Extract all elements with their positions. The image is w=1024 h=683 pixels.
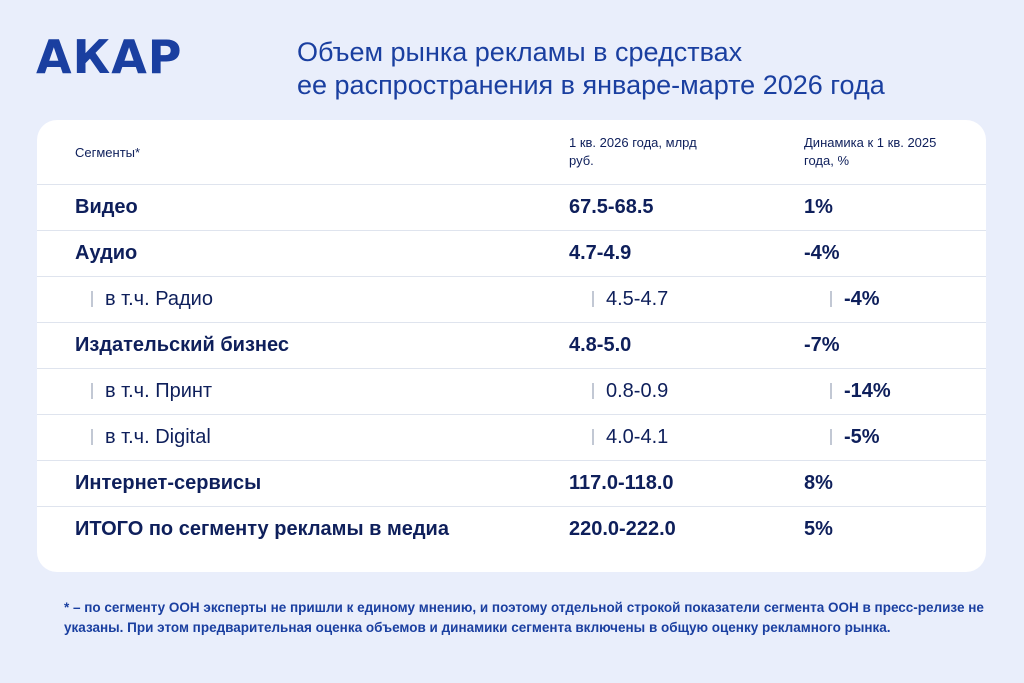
title-line-1: Объем рынка рекламы в средствах	[297, 37, 743, 67]
table-row-publishing: Издательский бизнес 4.8-5.0 -7%	[37, 323, 986, 369]
row-segment-label: в т.ч. Digital	[105, 426, 211, 448]
row-dynamics: 5%	[804, 518, 833, 540]
row-dynamics: -4%	[830, 277, 880, 322]
row-value-label: 0.8-0.9	[606, 380, 669, 402]
row-dynamics-label: -5%	[844, 426, 880, 448]
row-segment: в т.ч. Радио	[91, 277, 213, 322]
row-value: 0.8-0.9	[592, 369, 668, 414]
table-header: Сегменты* 1 кв. 2026 года, млрд руб. Дин…	[37, 120, 986, 185]
indent-bar	[91, 428, 93, 445]
row-dynamics: -4%	[804, 242, 840, 264]
akar-logo: АКАР	[36, 30, 183, 84]
header-value: 1 кв. 2026 года, млрд руб.	[569, 135, 697, 168]
table-row-print: в т.ч. Принт 0.8-0.9 -14%	[37, 369, 986, 415]
row-segment: в т.ч. Принт	[91, 369, 212, 414]
row-dynamics-label: -4%	[844, 288, 880, 310]
row-value: 4.8-5.0	[569, 334, 632, 356]
row-dynamics: 1%	[804, 196, 833, 218]
row-dynamics-label: -14%	[844, 380, 891, 402]
indent-bar	[592, 290, 594, 307]
indent-bar	[830, 382, 832, 399]
row-value-label: 4.5-4.7	[606, 288, 669, 310]
indent-bar	[830, 290, 832, 307]
row-segment: Аудио	[75, 242, 138, 264]
table-row-total: ИТОГО по сегменту рекламы в медиа 220.0-…	[37, 507, 986, 552]
row-segment: ИТОГО по сегменту рекламы в медиа	[75, 518, 449, 540]
row-segment-label: в т.ч. Принт	[105, 380, 213, 402]
header-dynamics: Динамика к 1 кв. 2025 года, %	[804, 135, 937, 168]
row-segment: Видео	[75, 196, 138, 218]
row-value: 67.5-68.5	[569, 196, 654, 218]
row-dynamics: 8%	[804, 472, 833, 494]
row-segment-label: в т.ч. Радио	[105, 288, 213, 310]
row-value: 4.5-4.7	[592, 277, 668, 322]
indent-bar	[830, 428, 832, 445]
indent-bar	[91, 382, 93, 399]
row-value: 4.0-4.1	[592, 415, 668, 460]
row-dynamics: -7%	[804, 334, 840, 356]
row-value: 4.7-4.9	[569, 242, 632, 264]
data-table-card: Сегменты* 1 кв. 2026 года, млрд руб. Дин…	[37, 120, 986, 572]
footnote: * – по сегменту OOH эксперты не пришли к…	[64, 600, 984, 635]
indent-bar	[592, 428, 594, 445]
row-segment: в т.ч. Digital	[91, 415, 211, 460]
row-value-label: 4.0-4.1	[606, 426, 669, 448]
row-dynamics: -14%	[830, 369, 891, 414]
table-row-radio: в т.ч. Радио 4.5-4.7 -4%	[37, 277, 986, 323]
row-value: 117.0-118.0	[569, 472, 674, 494]
title-line-2: ее распространения в январе-марте 2026 г…	[297, 70, 885, 100]
row-segment: Издательский бизнес	[75, 334, 289, 356]
header-segment: Сегменты*	[75, 145, 141, 160]
table-row-audio: Аудио 4.7-4.9 -4%	[37, 231, 986, 277]
page-title: Объем рынка рекламы в средствах ее распр…	[297, 36, 885, 102]
row-segment: Интернет-сервисы	[75, 472, 262, 494]
row-dynamics: -5%	[830, 415, 880, 460]
table-row-internet: Интернет-сервисы 117.0-118.0 8%	[37, 461, 986, 507]
row-value: 220.0-222.0	[569, 518, 676, 540]
indent-bar	[592, 382, 594, 399]
table-row-digital: в т.ч. Digital 4.0-4.1 -5%	[37, 415, 986, 461]
indent-bar	[91, 290, 93, 307]
table-row-video: Видео 67.5-68.5 1%	[37, 185, 986, 231]
